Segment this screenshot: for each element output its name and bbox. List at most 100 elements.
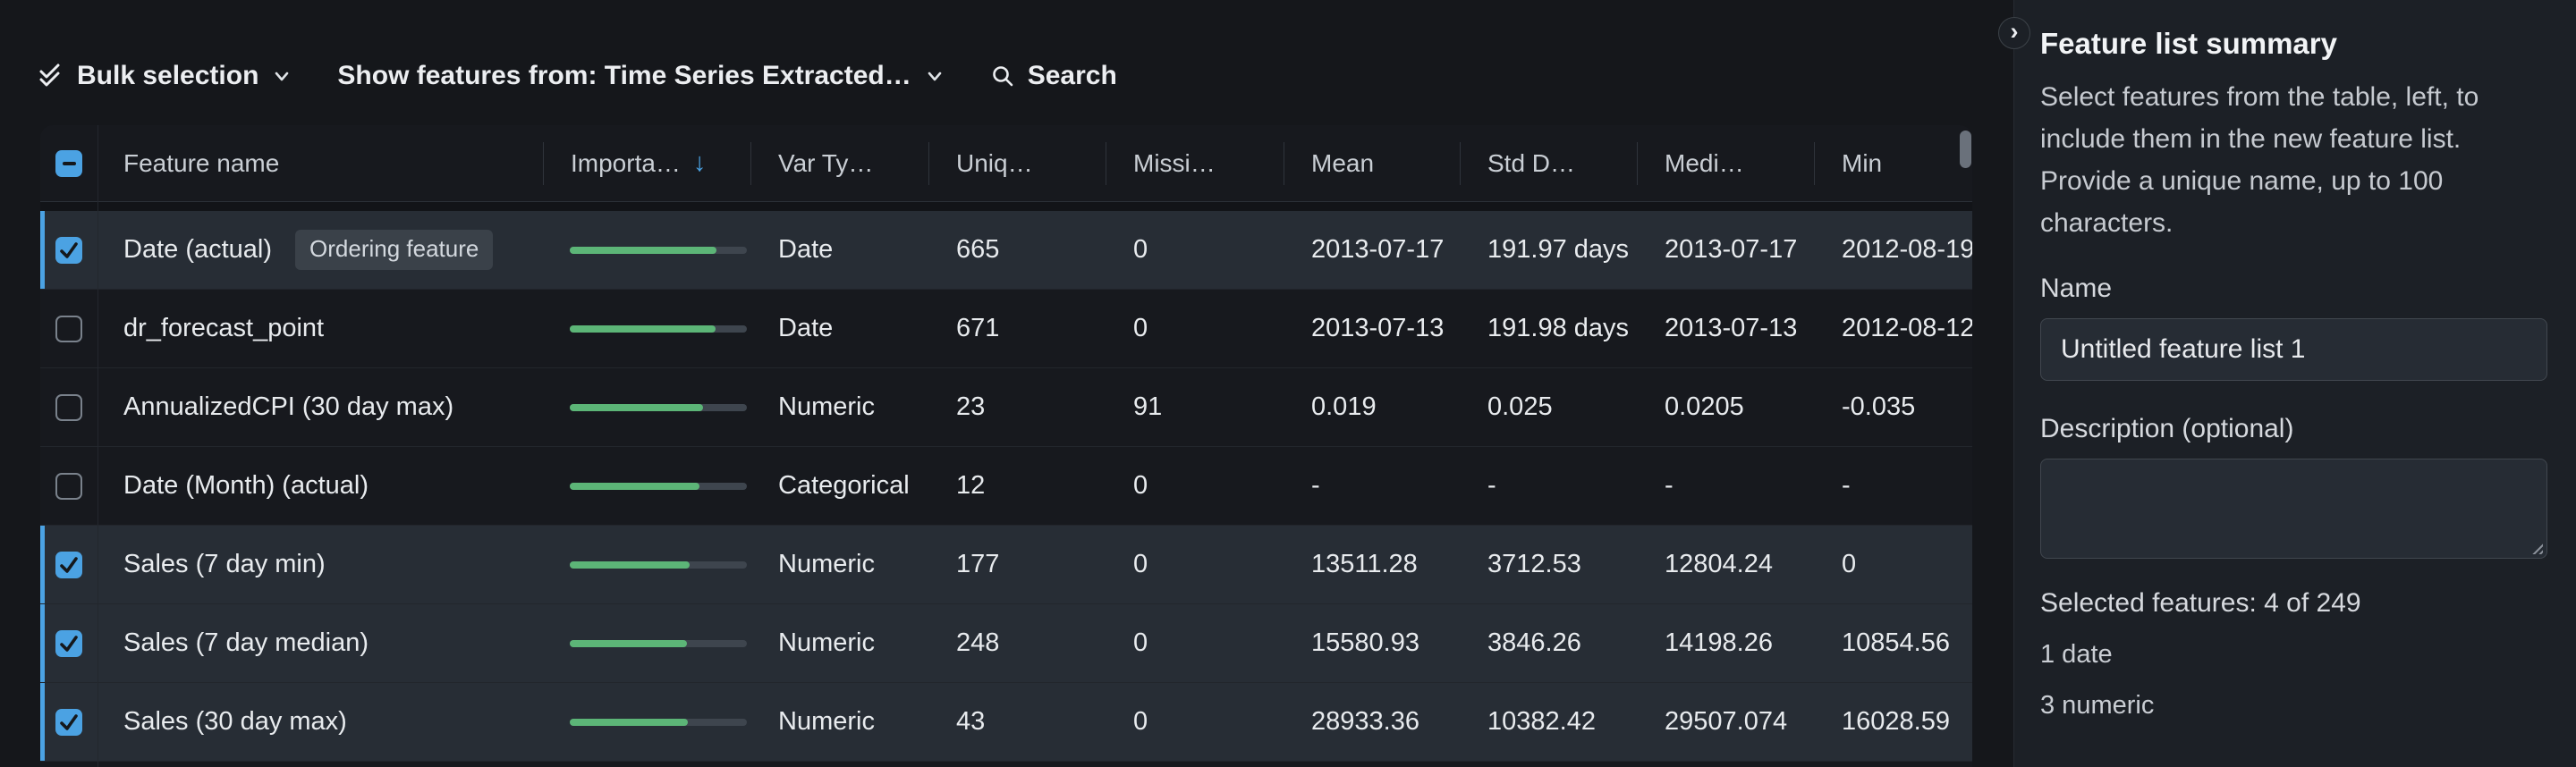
std-dev-cell: 191.97 days: [1487, 235, 1630, 264]
unique-cell: 177: [956, 550, 1000, 578]
selected-features-summary: Selected features: 4 of 249: [2040, 588, 2361, 618]
missing-cell: 91: [1133, 392, 1163, 421]
std-dev-cell: 0.025: [1487, 392, 1553, 421]
vertical-scrollbar-thumb[interactable]: [1960, 131, 1971, 168]
sort-descending-icon: ↓: [692, 148, 707, 177]
indeterminate-checkbox-icon: [55, 149, 82, 177]
var-type-cell: Numeric: [778, 392, 875, 421]
column-header-importance[interactable]: Importa… ↓: [543, 125, 750, 201]
feature-list-summary-panel: › Feature list summary Select features f…: [1998, 0, 2576, 767]
mean-cell: 15580.93: [1311, 628, 1419, 657]
missing-cell: 0: [1133, 628, 1148, 657]
chevron-down-icon: [924, 65, 945, 87]
feature-name-cell: Sales (7 day median): [97, 628, 543, 658]
std-dev-cell: 3846.26: [1487, 628, 1581, 657]
table-row[interactable]: Date (actual) Ordering feature Date 665 0 201…: [40, 211, 1972, 290]
column-header-feature-name[interactable]: Feature name: [123, 148, 280, 177]
min-cell: 2012-08-12: [1842, 314, 1972, 342]
feature-name-label: Sales (7 day median): [123, 628, 369, 657]
row-checkbox[interactable]: [40, 551, 97, 578]
feature-name-label: Date (Month) (actual): [123, 471, 369, 500]
importance-bar-track: [570, 560, 747, 569]
importance-bar-fill: [570, 639, 687, 647]
std-dev-cell: 10382.42: [1487, 707, 1596, 736]
checked-checkbox-icon: [55, 551, 82, 578]
table-row[interactable]: dr_forecast_point Date 671 0 2013-07-13 191.9…: [40, 290, 1972, 368]
row-checkbox[interactable]: [40, 472, 97, 500]
importance-cell: [543, 482, 750, 490]
show-features-from-dropdown[interactable]: Show features from: Time Series Extracte…: [337, 61, 945, 91]
panel-title: Feature list summary: [2040, 27, 2337, 60]
search-button[interactable]: Search: [990, 61, 1117, 91]
checked-checkbox-icon: [55, 236, 82, 264]
feature-name-cell: Sales (30 day max): [97, 707, 543, 737]
column-header-unique[interactable]: Uniq…: [928, 125, 1106, 201]
importance-bar-track: [570, 403, 747, 411]
bulk-selection-button[interactable]: Bulk selection: [38, 61, 292, 91]
std-dev-cell: 3712.53: [1487, 550, 1581, 578]
table-row[interactable]: AnnualizedCPI (30 day max) Numeric 23 91 0.0…: [40, 368, 1972, 447]
unchecked-checkbox-icon: [55, 472, 82, 500]
panel-description: Select features from the table, left, to…: [2040, 82, 2479, 238]
feature-name-label: AnnualizedCPI (30 day max): [123, 392, 454, 421]
missing-cell: 0: [1133, 471, 1148, 500]
checked-checkbox-icon: [55, 708, 82, 736]
missing-cell: 0: [1133, 550, 1148, 578]
mean-cell: 13511.28: [1311, 550, 1418, 578]
var-type-cell: Categorical: [778, 471, 910, 500]
feature-name-cell: AnnualizedCPI (30 day max): [97, 392, 543, 422]
column-header-missing[interactable]: Missi…: [1106, 125, 1284, 201]
ordering-feature-badge: Ordering feature: [295, 230, 494, 270]
unique-cell: 23: [956, 392, 986, 421]
missing-cell: 0: [1133, 707, 1148, 736]
table-row[interactable]: Sales (7 day min) Numeric 177 0 13511.28 3712…: [40, 526, 1972, 604]
row-checkbox[interactable]: [40, 629, 97, 657]
table-header-row: Feature name Importa… ↓ Var Ty… Uniq… Mi…: [40, 125, 1972, 202]
mean-cell: 28933.36: [1311, 707, 1419, 736]
feature-name-cell: Date (actual) Ordering feature: [97, 230, 543, 270]
importance-bar-track: [570, 639, 747, 647]
table-row[interactable]: Sales (30 day max) Numeric 43 0 28933.36 1038…: [40, 683, 1972, 762]
median-cell: 2013-07-13: [1665, 314, 1798, 342]
select-all-checkbox[interactable]: [40, 125, 97, 201]
column-header-std-dev[interactable]: Std D…: [1460, 125, 1637, 201]
importance-bar-track: [570, 246, 747, 254]
median-cell: 0.0205: [1665, 392, 1744, 421]
missing-cell: 0: [1133, 314, 1148, 342]
unique-cell: 12: [956, 471, 986, 500]
double-check-icon: [38, 63, 64, 89]
column-header-var-type[interactable]: Var Ty…: [750, 125, 928, 201]
importance-bar-track: [570, 324, 747, 333]
row-checkbox[interactable]: [40, 393, 97, 421]
unchecked-checkbox-icon: [55, 315, 82, 342]
column-header-min[interactable]: Min: [1814, 125, 1972, 201]
var-type-cell: Date: [778, 235, 834, 264]
row-checkbox[interactable]: [40, 236, 97, 264]
collapse-panel-button[interactable]: ›: [1998, 17, 2030, 49]
description-label: Description (optional): [2040, 414, 2294, 443]
table-row[interactable]: Date (Month) (actual) Categorical 12 0 - - - -: [40, 447, 1972, 526]
column-header-median[interactable]: Medi…: [1637, 125, 1814, 201]
min-cell: -: [1842, 471, 1851, 500]
min-cell: 0: [1842, 550, 1857, 578]
column-header-mean[interactable]: Mean: [1284, 125, 1460, 201]
importance-cell: [543, 718, 750, 726]
table-row[interactable]: Sales (7 day median) Numeric 248 0 15580.93 3…: [40, 604, 1972, 683]
row-checkbox[interactable]: [40, 708, 97, 736]
search-icon: [990, 63, 1015, 88]
importance-bar-fill: [570, 403, 703, 411]
unique-cell: 665: [956, 235, 1000, 264]
feature-name-label: dr_forecast_point: [123, 314, 325, 342]
row-checkbox[interactable]: [40, 315, 97, 342]
chevron-down-icon: [271, 65, 292, 87]
median-cell: 14198.26: [1665, 628, 1773, 657]
header-body-gap: [40, 202, 1972, 211]
mean-cell: 2013-07-17: [1311, 235, 1445, 264]
importance-cell: [543, 403, 750, 411]
feature-list-description-textarea[interactable]: [2040, 459, 2547, 559]
breakdown-numeric: 3 numeric: [2040, 691, 2155, 720]
importance-bar-track: [570, 482, 747, 490]
feature-list-name-input[interactable]: [2040, 318, 2547, 381]
var-type-cell: Numeric: [778, 628, 875, 657]
name-label: Name: [2040, 274, 2113, 303]
